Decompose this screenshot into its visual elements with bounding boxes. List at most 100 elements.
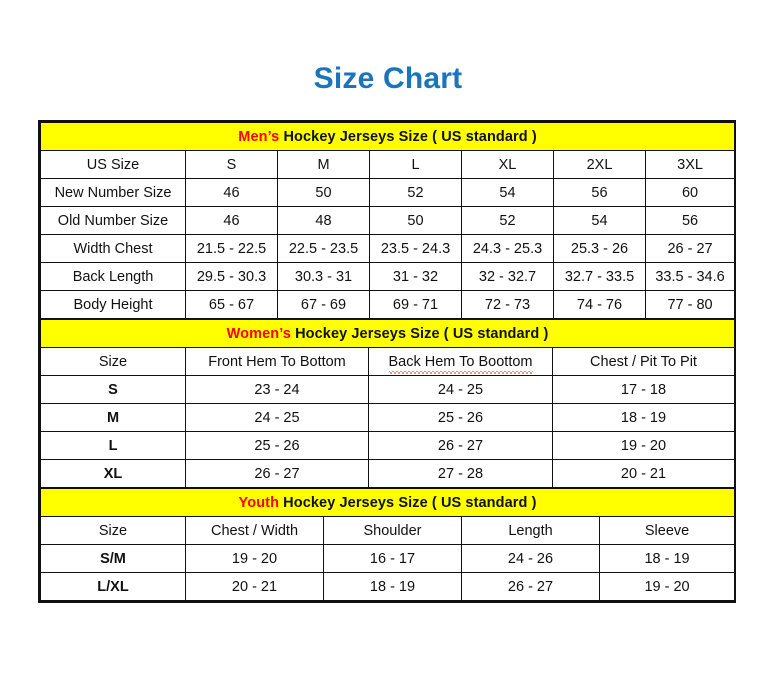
table-row: S 23 - 24 24 - 25 17 - 18 <box>40 375 736 404</box>
mens-banner-row: Men’s Hockey Jerseys Size ( US standard … <box>39 122 736 151</box>
mens-cell: 50 <box>277 178 370 207</box>
youth-banner-accent: Youth <box>238 494 280 511</box>
womens-col-0: Size <box>40 347 186 376</box>
table-row: Width Chest 21.5 - 22.5 22.5 - 23.5 23.5… <box>40 234 736 263</box>
youth-col-3: Length <box>461 516 600 545</box>
mens-col-0: US Size <box>40 150 186 179</box>
womens-banner-cell: Women’s Hockey Jerseys Size ( US standar… <box>39 319 736 348</box>
table-row: L 25 - 26 26 - 27 19 - 20 <box>40 431 736 460</box>
womens-cell: 25 - 26 <box>368 403 553 432</box>
mens-cell: 54 <box>461 178 554 207</box>
mens-cell: 46 <box>185 178 278 207</box>
womens-column-header-row: Size Front Hem To Bottom Back Hem To Boo… <box>40 347 736 376</box>
mens-cell: 29.5 - 30.3 <box>185 262 278 291</box>
mens-row-label: Width Chest <box>40 234 186 263</box>
table-row: New Number Size 46 50 52 54 56 60 <box>40 178 736 207</box>
womens-row-label: L <box>40 431 186 460</box>
mens-cell: 52 <box>369 178 462 207</box>
youth-cell: 26 - 27 <box>461 572 600 601</box>
mens-column-header-row: US Size S M L XL 2XL 3XL <box>40 150 736 179</box>
mens-row-label: New Number Size <box>40 178 186 207</box>
mens-cell: 65 - 67 <box>185 290 278 319</box>
womens-cell: 23 - 24 <box>185 375 369 404</box>
womens-col-3: Chest / Pit To Pit <box>551 347 736 376</box>
mens-cell: 46 <box>185 206 278 235</box>
youth-cell: 18 - 19 <box>598 544 736 573</box>
size-chart-tables: Men’s Hockey Jerseys Size ( US standard … <box>38 120 736 603</box>
mens-cell: 25.3 - 26 <box>553 234 646 263</box>
mens-cell: 21.5 - 22.5 <box>185 234 278 263</box>
womens-cell: 26 - 27 <box>368 431 553 460</box>
mens-size-table: Men’s Hockey Jerseys Size ( US standard … <box>39 122 736 319</box>
table-row: S/M 19 - 20 16 - 17 24 - 26 18 - 19 <box>40 544 736 573</box>
mens-row-label: Old Number Size <box>40 206 186 235</box>
mens-cell: 77 - 80 <box>644 290 736 319</box>
mens-cell: 60 <box>644 178 736 207</box>
womens-cell: 18 - 19 <box>551 403 736 432</box>
womens-banner-rest: Hockey Jerseys Size ( US standard ) <box>290 325 549 342</box>
mens-cell: 32 - 32.7 <box>461 262 554 291</box>
page-title: Size Chart <box>313 62 463 95</box>
table-row: XL 26 - 27 27 - 28 20 - 21 <box>40 459 736 488</box>
youth-cell: 19 - 20 <box>598 572 736 601</box>
mens-cell: 69 - 71 <box>369 290 462 319</box>
womens-size-table: Women’s Hockey Jerseys Size ( US standar… <box>39 319 736 488</box>
mens-cell: 54 <box>553 206 646 235</box>
youth-col-0: Size <box>40 516 186 545</box>
youth-banner-cell: Youth Hockey Jerseys Size ( US standard … <box>39 488 736 517</box>
womens-cell: 17 - 18 <box>551 375 736 404</box>
womens-col-1: Front Hem To Bottom <box>185 347 369 376</box>
womens-cell: 24 - 25 <box>185 403 369 432</box>
youth-col-1: Chest / Width <box>185 516 324 545</box>
womens-cell: 25 - 26 <box>185 431 369 460</box>
table-row: Body Height 65 - 67 67 - 69 69 - 71 72 -… <box>40 290 736 319</box>
womens-cell: 20 - 21 <box>551 459 736 488</box>
womens-cell: 19 - 20 <box>551 431 736 460</box>
mens-col-3: L <box>369 150 462 179</box>
mens-col-5: 2XL <box>553 150 646 179</box>
mens-cell: 33.5 - 34.6 <box>644 262 736 291</box>
womens-banner-accent: Women’s <box>226 325 291 342</box>
mens-row-label: Body Height <box>40 290 186 319</box>
mens-banner-rest: Hockey Jerseys Size ( US standard ) <box>279 128 537 145</box>
mens-cell: 24.3 - 25.3 <box>461 234 554 263</box>
youth-size-table: Youth Hockey Jerseys Size ( US standard … <box>39 488 736 601</box>
youth-banner-rest: Hockey Jerseys Size ( US standard ) <box>279 494 537 511</box>
mens-cell: 31 - 32 <box>369 262 462 291</box>
youth-banner-row: Youth Hockey Jerseys Size ( US standard … <box>39 488 736 517</box>
mens-row-label: Back Length <box>40 262 186 291</box>
table-row: Old Number Size 46 48 50 52 54 56 <box>40 206 736 235</box>
youth-column-header-row: Size Chest / Width Shoulder Length Sleev… <box>40 516 736 545</box>
youth-col-4: Sleeve <box>598 516 736 545</box>
misspelled-header-text: Back Hem To Boottom <box>388 353 533 374</box>
mens-cell: 23.5 - 24.3 <box>369 234 462 263</box>
youth-col-2: Shoulder <box>323 516 462 545</box>
mens-col-2: M <box>277 150 370 179</box>
womens-cell: 27 - 28 <box>368 459 553 488</box>
youth-cell: 24 - 26 <box>461 544 600 573</box>
mens-cell: 48 <box>277 206 370 235</box>
womens-cell: 24 - 25 <box>368 375 553 404</box>
mens-cell: 72 - 73 <box>461 290 554 319</box>
mens-cell: 67 - 69 <box>277 290 370 319</box>
mens-cell: 74 - 76 <box>553 290 646 319</box>
womens-cell: 26 - 27 <box>185 459 369 488</box>
youth-row-label: L/XL <box>40 572 186 601</box>
mens-col-1: S <box>185 150 278 179</box>
youth-row-label: S/M <box>40 544 186 573</box>
table-row: M 24 - 25 25 - 26 18 - 19 <box>40 403 736 432</box>
mens-col-6: 3XL <box>644 150 736 179</box>
mens-col-4: XL <box>461 150 554 179</box>
womens-banner-row: Women’s Hockey Jerseys Size ( US standar… <box>39 319 736 348</box>
mens-cell: 22.5 - 23.5 <box>277 234 370 263</box>
table-row: Back Length 29.5 - 30.3 30.3 - 31 31 - 3… <box>40 262 736 291</box>
womens-row-label: S <box>40 375 186 404</box>
mens-cell: 32.7 - 33.5 <box>553 262 646 291</box>
mens-cell: 26 - 27 <box>644 234 736 263</box>
mens-cell: 50 <box>369 206 462 235</box>
youth-cell: 19 - 20 <box>185 544 324 573</box>
mens-cell: 30.3 - 31 <box>277 262 370 291</box>
mens-cell: 52 <box>461 206 554 235</box>
mens-cell: 56 <box>644 206 736 235</box>
